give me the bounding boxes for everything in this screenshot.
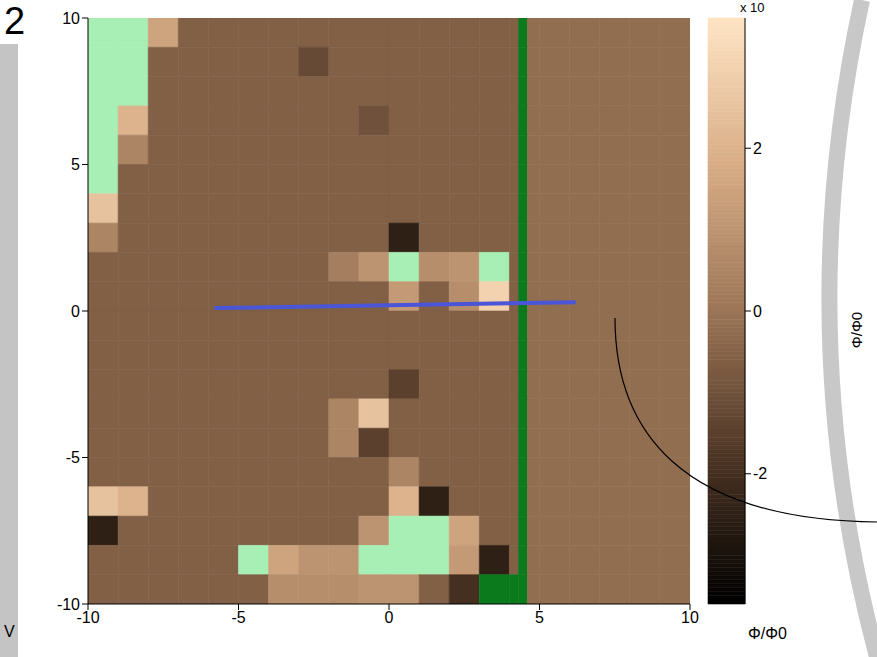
svg-text:-2: -2 (753, 465, 767, 482)
svg-text:Φ/Φ0: Φ/Φ0 (848, 312, 865, 348)
svg-text:-5: -5 (231, 609, 245, 626)
svg-text:10: 10 (62, 10, 80, 27)
svg-text:5: 5 (535, 609, 544, 626)
svg-text:0: 0 (71, 303, 80, 320)
svg-text:10: 10 (681, 609, 699, 626)
html-text:2: 2 (4, 0, 26, 42)
html-text:x 10: x 10 (740, 0, 765, 15)
html-text:V: V (4, 623, 15, 640)
svg-text:-5: -5 (66, 449, 80, 466)
svg-text:5: 5 (71, 156, 80, 173)
svg-text:0: 0 (385, 609, 394, 626)
svg-text:2: 2 (753, 140, 762, 157)
svg-text:-10: -10 (57, 596, 80, 613)
html-text:Φ/Φ0: Φ/Φ0 (748, 625, 787, 642)
svg-text:-10: -10 (76, 609, 100, 627)
svg-text:0: 0 (753, 303, 762, 320)
